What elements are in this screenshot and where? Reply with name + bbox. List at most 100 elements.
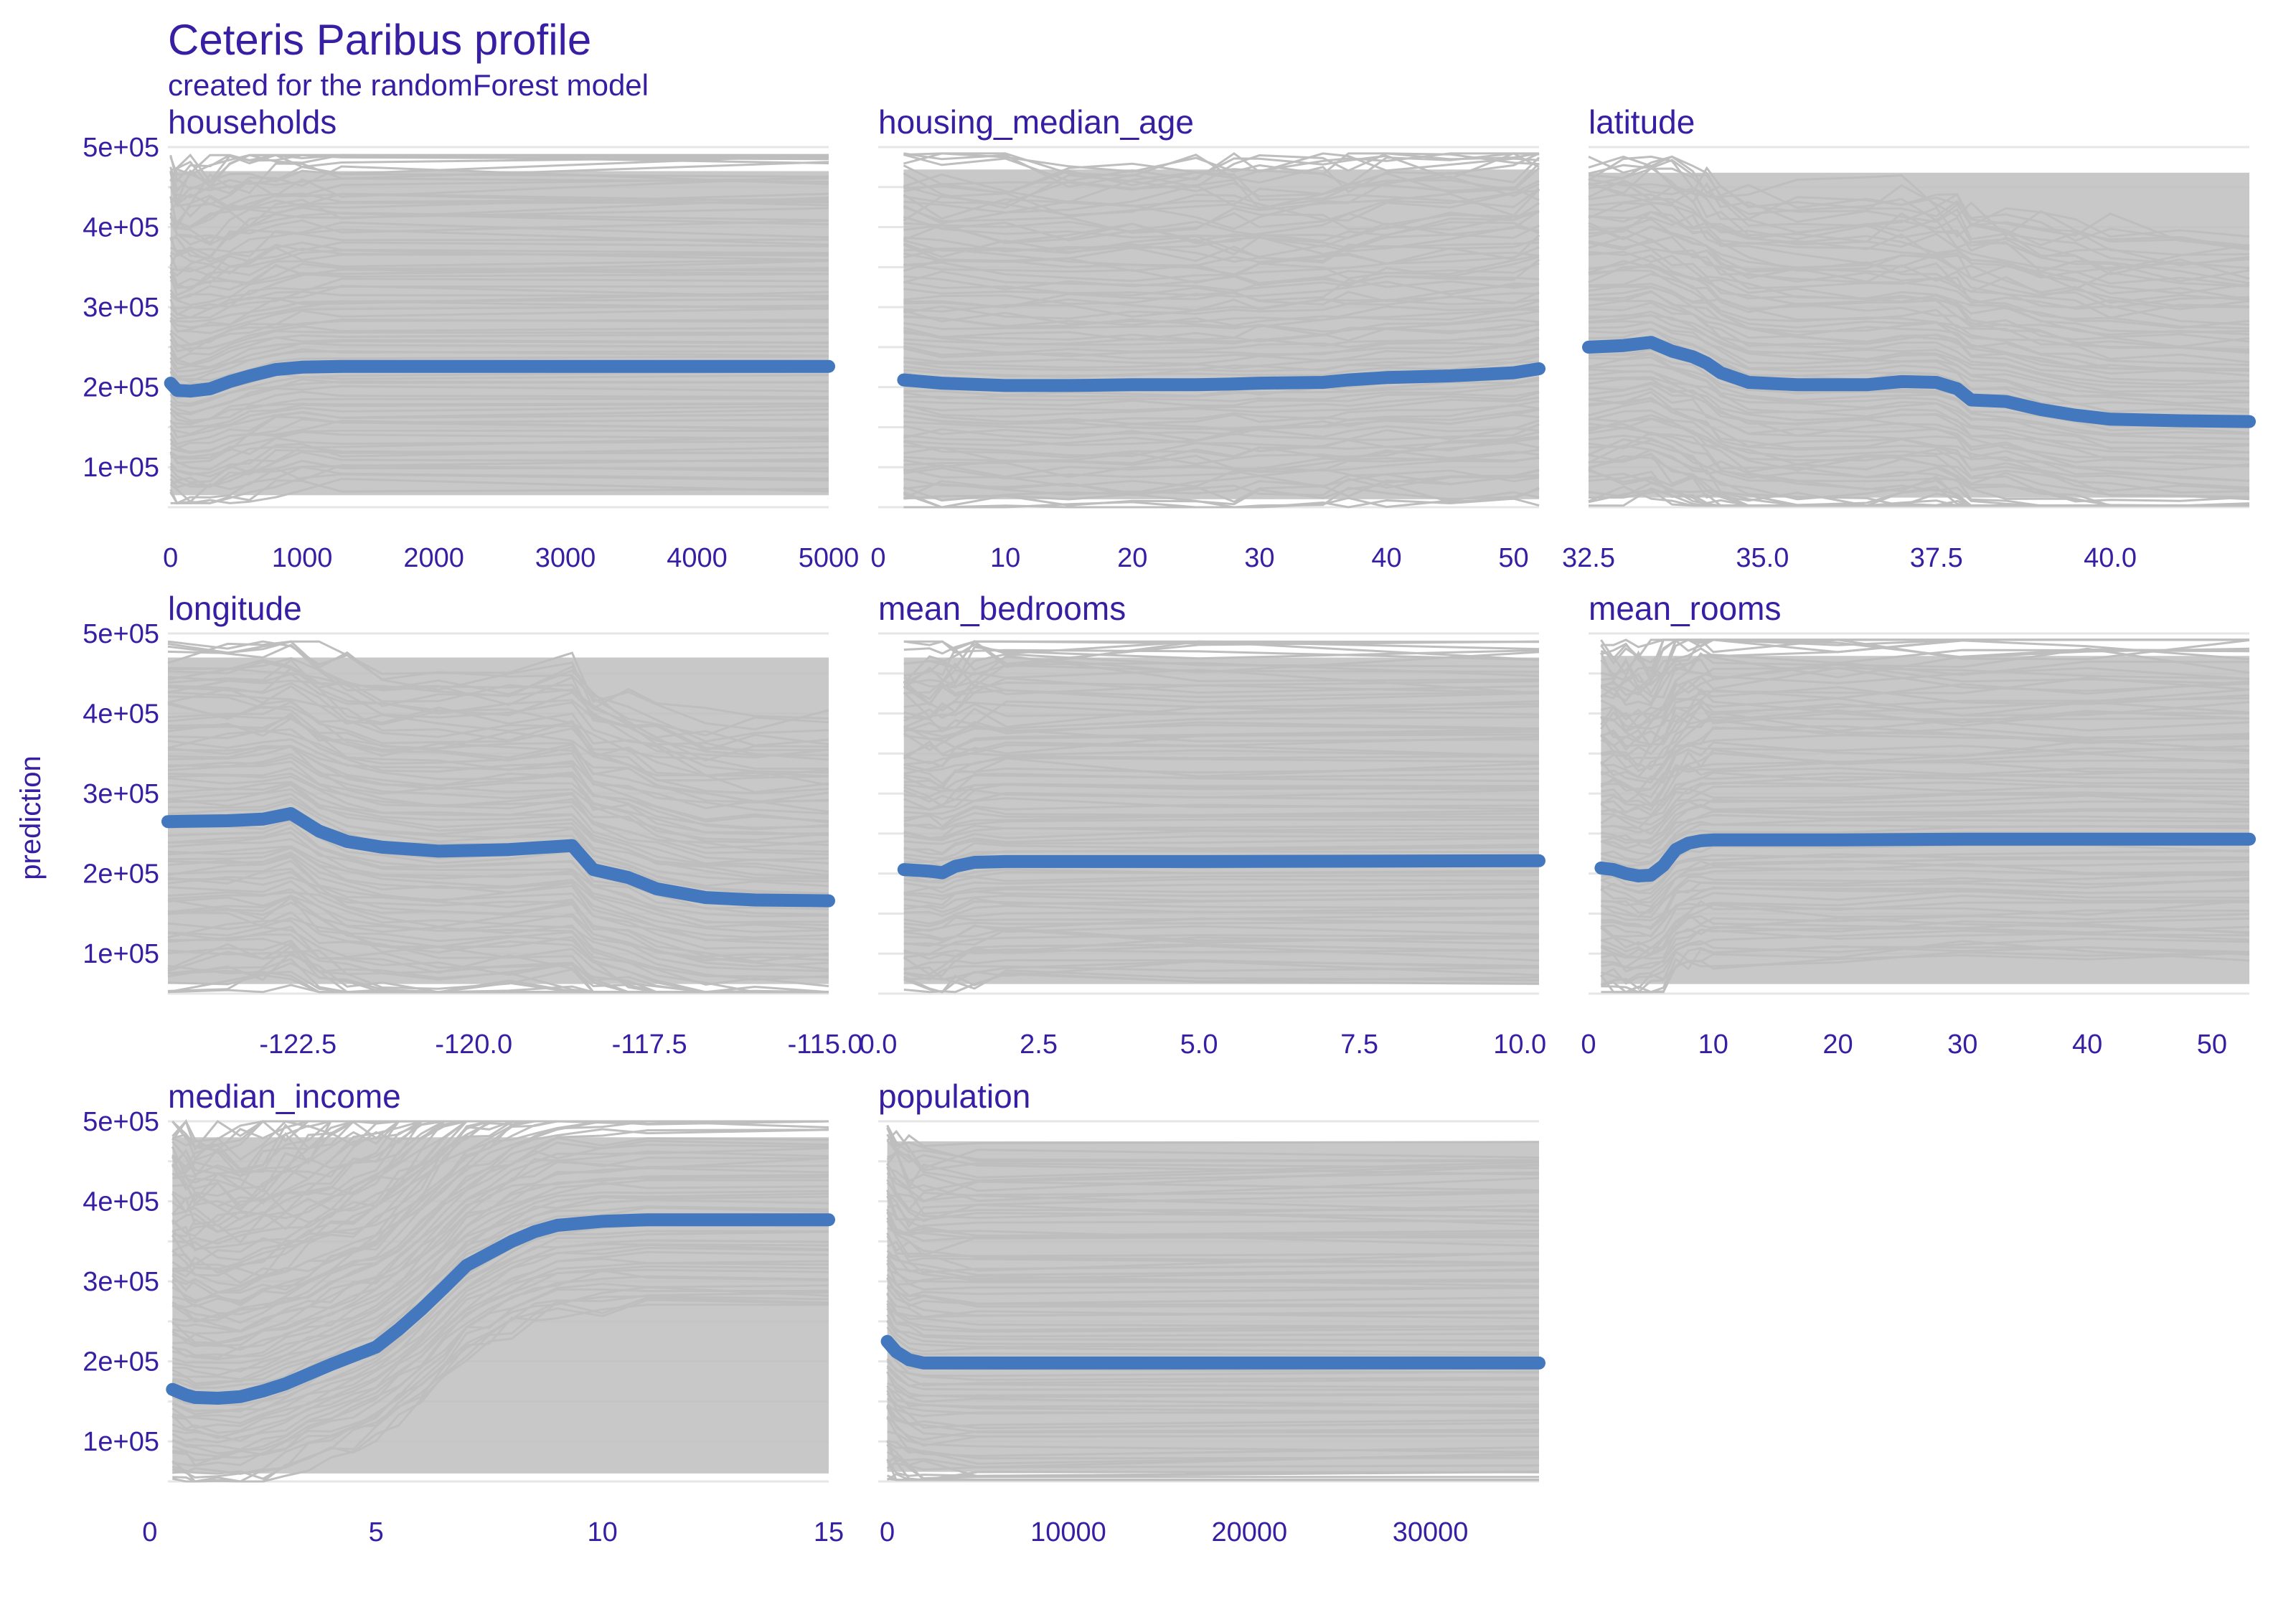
x-tick-label: 0 xyxy=(870,543,885,573)
background-profiles xyxy=(169,153,829,505)
y-tick-label: 3e+05 xyxy=(83,1267,159,1297)
y-tick-label: 1e+05 xyxy=(83,1427,159,1457)
x-tick-label: 50 xyxy=(2197,1029,2227,1060)
panel-title: mean_rooms xyxy=(1589,590,1781,627)
average-profile-line xyxy=(166,1213,835,1405)
x-tick-label: 15 xyxy=(814,1517,844,1547)
background-profiles xyxy=(903,640,1540,994)
background-profiles xyxy=(1600,638,2250,994)
chart-title: Ceteris Paribus profile xyxy=(168,16,591,64)
background-profile-band xyxy=(903,657,1539,984)
x-tick-label: 30 xyxy=(1947,1029,1977,1060)
panel-mean-rooms: mean_rooms 0 10 20 30 40 50 xyxy=(1581,590,2256,1060)
x-tick-label: 0.0 xyxy=(860,1029,898,1060)
x-tick-label: 30000 xyxy=(1393,1517,1469,1547)
x-tick-label: 30 xyxy=(1244,543,1274,573)
x-tick-label: 4000 xyxy=(667,543,728,573)
y-tick-label: 3e+05 xyxy=(83,293,159,323)
average-profile-line xyxy=(164,359,835,398)
x-tick-label: 7.5 xyxy=(1340,1029,1378,1060)
x-tick-label: 0 xyxy=(142,1517,157,1547)
y-axis-label: prediction xyxy=(15,755,47,880)
background-profile-line xyxy=(903,640,1540,661)
panel-title: population xyxy=(878,1078,1030,1115)
y-tick-label: 4e+05 xyxy=(83,1187,159,1217)
x-tick-label: 0 xyxy=(1581,1029,1596,1060)
average-profile-line xyxy=(897,362,1545,392)
x-tick-label: -117.5 xyxy=(612,1029,687,1060)
background-profile-line xyxy=(903,152,1540,182)
panel-title: latitude xyxy=(1589,103,1695,141)
y-tick-label: 2e+05 xyxy=(83,859,159,890)
y-tick-label: 5e+05 xyxy=(83,133,159,163)
panel-title: longitude xyxy=(168,590,302,627)
x-tick-label: 37.5 xyxy=(1910,543,1963,573)
x-tick-label: -122.5 xyxy=(259,1029,337,1060)
x-tick-label: 40 xyxy=(1371,543,1401,573)
background-profile-band xyxy=(168,657,829,984)
x-tick-label: 2000 xyxy=(403,543,464,573)
x-tick-label: 40 xyxy=(2072,1029,2102,1060)
x-tick-label: 10.0 xyxy=(1493,1029,1546,1060)
x-tick-label: 0 xyxy=(163,543,178,573)
panel-title: median_income xyxy=(168,1078,401,1115)
x-tick-label: 50 xyxy=(1498,543,1528,573)
panel-households: households 0 1000 2000 3000 4000 5000 1e+05 2e+0… xyxy=(83,103,859,573)
panel-latitude: latitude 32.5 35.0 37.5 40.0 xyxy=(1562,103,2256,573)
background-profile-line xyxy=(903,152,1540,176)
background-profile-band xyxy=(887,1141,1539,1472)
y-tick-label: 5e+05 xyxy=(83,619,159,649)
background-profiles xyxy=(171,1118,829,1483)
background-profile-band xyxy=(172,1137,829,1474)
background-profiles xyxy=(903,152,1540,509)
background-profile-line xyxy=(903,640,1540,651)
average-profile-line xyxy=(897,854,1545,880)
x-tick-label: 35.0 xyxy=(1736,543,1789,573)
average-profile-line xyxy=(1594,832,2256,882)
background-profile-band xyxy=(1601,656,2249,984)
x-tick-label: 2.5 xyxy=(1020,1029,1058,1060)
x-tick-label: 5.0 xyxy=(1180,1029,1218,1060)
y-tick-label: 2e+05 xyxy=(83,1347,159,1377)
panel-mean-bedrooms: mean_bedrooms 0.0 2.5 5.0 7.5 10.0 xyxy=(860,590,1547,1060)
background-profile-band xyxy=(1589,172,2249,498)
y-tick-label: 1e+05 xyxy=(83,453,159,483)
average-profile-line xyxy=(161,807,835,908)
panel-population: population 0 10000 20000 30000 xyxy=(878,1078,1545,1547)
background-profiles xyxy=(1588,155,2250,507)
chart-subtitle: created for the randomForest model xyxy=(168,68,649,102)
y-tick-label: 4e+05 xyxy=(83,699,159,730)
x-tick-label: 40.0 xyxy=(2084,543,2137,573)
y-tick-label: 5e+05 xyxy=(83,1107,159,1137)
x-tick-label: -115.0 xyxy=(788,1029,863,1060)
background-profile-line xyxy=(171,1118,829,1151)
background-profile-band xyxy=(170,171,829,496)
average-profile-line xyxy=(1582,336,2256,428)
x-tick-label: 3000 xyxy=(535,543,596,573)
x-tick-label: -120.0 xyxy=(435,1029,512,1060)
panel-longitude: longitude -122.5 -120.0 -117.5 -115.0 1e+05 2e… xyxy=(83,590,862,1060)
panel-housing-median-age: housing_median_age 0 10 20 30 40 50 xyxy=(870,103,1545,573)
x-tick-label: 10000 xyxy=(1030,1517,1106,1547)
x-tick-label: 20 xyxy=(1822,1029,1853,1060)
x-tick-label: 20000 xyxy=(1211,1517,1287,1547)
x-tick-label: 10 xyxy=(990,543,1020,573)
panel-title: housing_median_age xyxy=(878,103,1194,141)
x-tick-label: 0 xyxy=(880,1517,895,1547)
background-profile-band xyxy=(903,169,1539,499)
x-tick-label: 32.5 xyxy=(1562,543,1615,573)
background-profiles xyxy=(886,1124,1540,1481)
panel-title: mean_bedrooms xyxy=(878,590,1126,627)
panel-median-income: median_income 0 5 10 15 1e+05 2e+05 3e+05 4e+05 5… xyxy=(83,1078,844,1547)
x-tick-label: 1000 xyxy=(272,543,333,573)
y-tick-label: 4e+05 xyxy=(83,213,159,243)
background-profile-line xyxy=(1601,638,2249,649)
panel-title: households xyxy=(168,103,337,141)
x-tick-label: 5 xyxy=(369,1517,384,1547)
y-tick-label: 2e+05 xyxy=(83,373,159,403)
x-tick-label: 20 xyxy=(1117,543,1147,573)
x-tick-label: 10 xyxy=(587,1517,617,1547)
background-profiles xyxy=(167,640,829,994)
